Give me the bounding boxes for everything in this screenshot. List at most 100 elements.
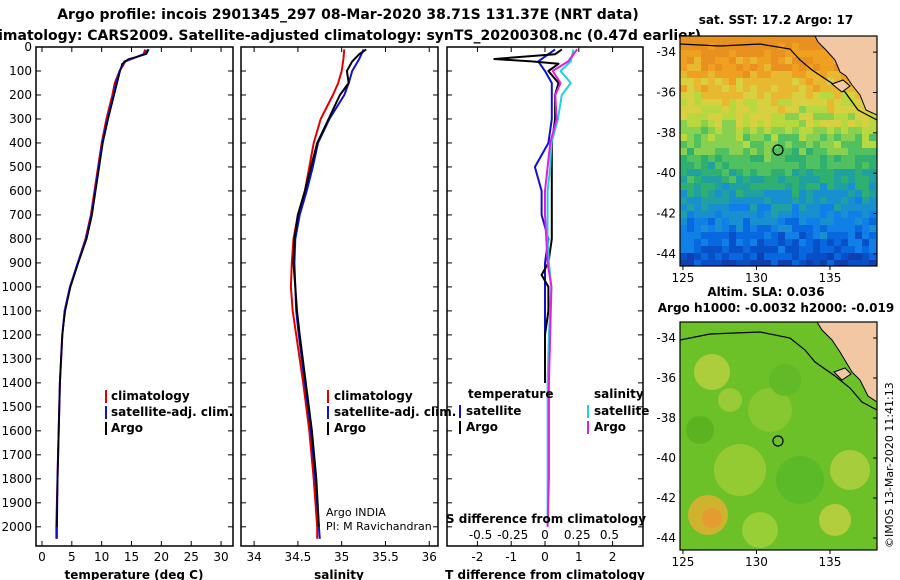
sst-cell (771, 169, 779, 177)
sst-cell (869, 127, 877, 135)
sst-cell (848, 127, 856, 135)
sst-cell (694, 155, 702, 163)
sst-cell (729, 64, 737, 72)
sst-cell (771, 141, 779, 149)
sst-cell (701, 36, 709, 44)
sst-cell (687, 183, 695, 191)
sst-cell (820, 57, 828, 65)
sst-cell (827, 190, 835, 198)
sst-cell (778, 134, 786, 142)
sst-cell (862, 239, 870, 247)
sst-cell (785, 225, 793, 233)
sst-cell (687, 148, 695, 156)
x-tick-label: 0 (38, 550, 46, 564)
sst-cell (736, 92, 744, 100)
depth-tick-label: 0 (24, 40, 32, 54)
sst-cell (855, 253, 863, 261)
sst-cell (694, 134, 702, 142)
sst-cell (806, 43, 814, 51)
sst-cell (680, 92, 688, 100)
sla-blob (830, 450, 870, 490)
sst-cell (750, 57, 758, 65)
sst-cell (834, 99, 842, 107)
sst-cell (813, 162, 821, 170)
sst-cell (743, 225, 751, 233)
sst-cell (750, 85, 758, 93)
sst-cell (820, 64, 828, 72)
sst-cell (694, 232, 702, 240)
argo-india-annotation: Argo INDIA (326, 506, 386, 519)
sst-cell (694, 260, 702, 266)
sst-cell (799, 113, 807, 121)
sst-cell (792, 127, 800, 135)
sst-cell (771, 218, 779, 226)
sst-cell (701, 43, 709, 51)
sst-cell (701, 106, 709, 114)
sst-cell (701, 78, 709, 86)
sst-cell (827, 71, 835, 79)
sst-cell (757, 120, 765, 128)
sst-cell (848, 85, 856, 93)
legend-label-t-satellite: satellite (466, 404, 521, 418)
sst-cell (771, 239, 779, 247)
x-tick-label: 25 (184, 550, 199, 564)
sst-cell (757, 99, 765, 107)
sst-cell (862, 197, 870, 205)
sla-blob (718, 388, 742, 412)
sst-cell (764, 50, 772, 58)
sst-cell (694, 176, 702, 184)
sst-cell (834, 92, 842, 100)
sst-cell (764, 106, 772, 114)
sst-cell (778, 57, 786, 65)
sst-cell (827, 113, 835, 121)
sst-cell (722, 197, 730, 205)
sst-cell (820, 113, 828, 121)
sst-cell (834, 155, 842, 163)
sst-cell (869, 162, 877, 170)
sst-cell (750, 78, 758, 86)
salinity-panel: 34 34.5 35 35.5 36 (241, 46, 438, 564)
sst-cell (820, 204, 828, 212)
sst-cell (771, 155, 779, 163)
sst-cell (813, 148, 821, 156)
sst-cell (792, 78, 800, 86)
sst-cell (834, 106, 842, 114)
sst-cell (694, 64, 702, 72)
sst-cell (715, 162, 723, 170)
sst-cell (701, 50, 709, 58)
sst-cell (869, 239, 877, 247)
sst-cell (708, 127, 716, 135)
sla-map-axes: 125 130 135 -34 -36 -38 -40 -42 -44 (656, 331, 877, 569)
sst-cell (722, 57, 730, 65)
x2-tick-label: -0.25 (497, 528, 528, 542)
sst-cell (708, 176, 716, 184)
sst-cell (708, 106, 716, 114)
sst-cell (701, 253, 709, 261)
sst-cell (848, 239, 856, 247)
sst-cell (687, 225, 695, 233)
sst-cell (715, 218, 723, 226)
sst-cell (799, 246, 807, 254)
sst-cell (722, 176, 730, 184)
sst-cell (827, 162, 835, 170)
map-x-tick-label: 130 (745, 555, 768, 569)
sst-cell (820, 50, 828, 58)
depth-tick-label: 1100 (1, 304, 32, 318)
sst-cell (687, 169, 695, 177)
sst-cell (701, 99, 709, 107)
sst-cell (722, 43, 730, 51)
sst-cell (729, 155, 737, 163)
sst-cell (729, 106, 737, 114)
sst-cell (778, 43, 786, 51)
legend-label-satellite: satellite-adj. clim. (334, 405, 456, 419)
sst-cell (757, 50, 765, 58)
sst-cell (792, 211, 800, 219)
sst-cell (722, 64, 730, 72)
depth-tick-label: 1900 (1, 496, 32, 510)
sst-cell (813, 204, 821, 212)
sla-blob (819, 504, 851, 536)
sst-cell (778, 162, 786, 170)
sst-cell (722, 225, 730, 233)
sst-cell (708, 57, 716, 65)
sst-cell (743, 99, 751, 107)
